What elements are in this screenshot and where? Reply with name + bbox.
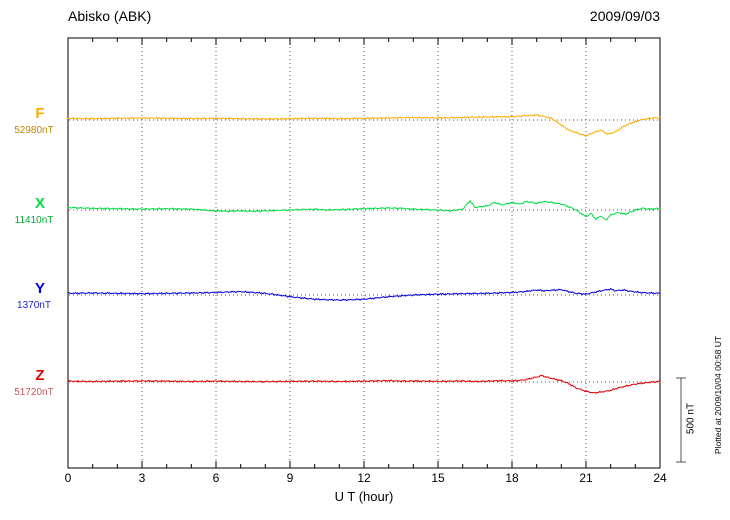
x-tick-label: 3 [138, 471, 146, 485]
x-axis-label: U T (hour) [334, 489, 394, 504]
trace-f [67, 113, 661, 137]
date-label: 2009/09/03 [589, 8, 660, 24]
trace-y [67, 287, 661, 302]
station-title: Abisko (ABK) [68, 8, 152, 24]
series-label-x: X [34, 195, 45, 212]
series-baseline-f: 52980nT [14, 125, 54, 136]
x-tick-label: 12 [357, 471, 371, 485]
series-baseline-z: 51720nT [14, 387, 54, 398]
x-tick-label: 9 [286, 471, 294, 485]
series-baseline-y: 1370nT [17, 300, 51, 311]
scale-bar-label: 500 nT [685, 402, 697, 435]
x-tick-label: 0 [64, 471, 72, 485]
x-tick-label: 15 [431, 471, 445, 485]
trace-z [67, 374, 661, 394]
x-tick-label: 24 [653, 471, 667, 485]
series-baseline-x: 11410nT [14, 215, 54, 226]
series-label-y: Y [34, 280, 45, 297]
series-label-f: F [35, 105, 45, 122]
x-tick-label: 6 [212, 471, 220, 485]
series-label-z: Z [35, 367, 45, 384]
x-tick-label: 18 [505, 471, 519, 485]
plotted-at-label: Plotted at 2009/10/04 00:58 UT [713, 335, 723, 455]
x-tick-label: 21 [579, 471, 593, 485]
trace-x [67, 200, 661, 221]
